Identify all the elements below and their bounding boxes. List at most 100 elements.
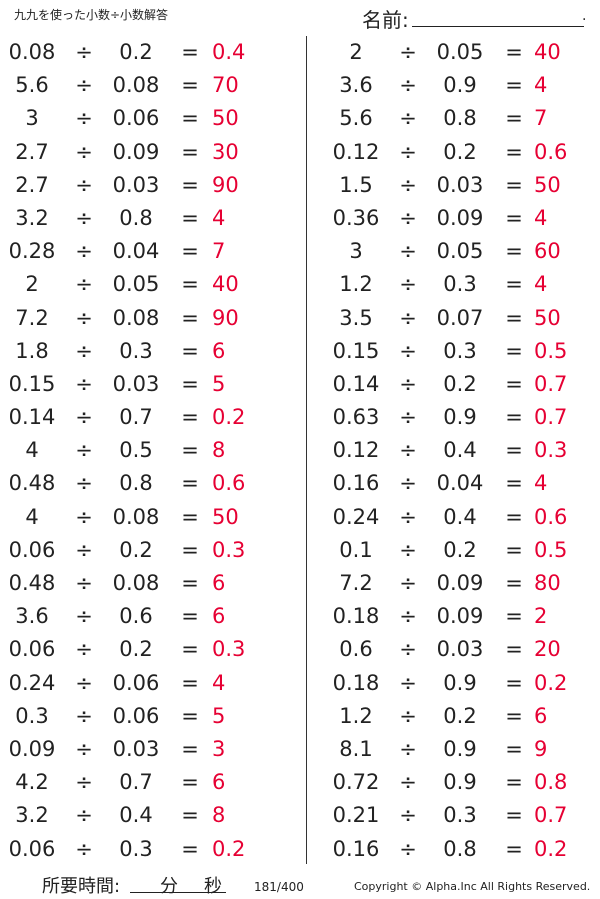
answer: 6 <box>212 770 226 795</box>
divisor: 0.03 <box>112 371 160 396</box>
equals-sign: = <box>181 836 199 861</box>
dividend: 2.7 <box>15 139 49 164</box>
equals-sign: = <box>505 571 523 595</box>
answer: 80 <box>534 571 561 595</box>
equals-sign: = <box>181 239 199 264</box>
divide-sign: ÷ <box>399 371 417 396</box>
answer: 6 <box>212 338 226 363</box>
dividend: 1.5 <box>339 172 373 197</box>
divide-sign: ÷ <box>75 670 93 695</box>
dividend: 0.6 <box>339 637 373 662</box>
divide-sign: ÷ <box>75 73 93 98</box>
divisor: 0.06 <box>112 670 160 695</box>
answer: 2 <box>534 604 548 629</box>
divide-sign: ÷ <box>399 537 417 562</box>
divisor: 0.9 <box>443 405 477 430</box>
equals-sign: = <box>505 504 523 529</box>
dividend: 1.8 <box>15 338 49 363</box>
divide-sign: ÷ <box>75 239 93 264</box>
dividend: 2 <box>25 272 39 297</box>
dividend: 0.48 <box>8 471 56 496</box>
answer: 0.7 <box>534 371 568 396</box>
divide-sign: ÷ <box>75 537 93 562</box>
divisor: 0.2 <box>443 537 477 562</box>
problem-row: 2.7 ÷ 0.09 = 30 <box>0 136 300 169</box>
right-problem-column: 2 ÷ 0.05 = 40 3.6 ÷ 0.9 = 4 5.6 ÷ 0.8 = 7 0.12 ÷ 0.2 = 0.6 1… <box>306 36 600 866</box>
divide-sign: ÷ <box>75 172 93 197</box>
equals-sign: = <box>505 604 523 629</box>
divide-sign: ÷ <box>75 604 93 629</box>
divisor: 0.06 <box>112 106 160 131</box>
divide-sign: ÷ <box>75 338 93 363</box>
problem-row: 0.48 ÷ 0.08 = 6 <box>0 567 300 600</box>
equals-sign: = <box>505 272 523 297</box>
equals-sign: = <box>505 205 523 230</box>
problem-row: 0.12 ÷ 0.4 = 0.3 <box>306 434 600 467</box>
divisor: 0.3 <box>119 338 153 363</box>
dividend: 2 <box>349 40 363 64</box>
dividend: 0.16 <box>332 836 380 861</box>
divisor: 0.2 <box>119 637 153 662</box>
divisor: 0.3 <box>443 338 477 363</box>
divisor: 0.9 <box>443 736 477 761</box>
equals-sign: = <box>181 272 199 297</box>
divide-sign: ÷ <box>399 703 417 728</box>
divide-sign: ÷ <box>75 305 93 330</box>
equals-sign: = <box>181 338 199 363</box>
answer: 7 <box>534 106 548 131</box>
dividend: 3.2 <box>15 205 49 230</box>
answer: 4 <box>212 670 226 695</box>
divisor: 0.2 <box>119 537 153 562</box>
dividend: 0.06 <box>8 836 56 861</box>
divide-sign: ÷ <box>399 836 417 861</box>
problem-row: 2 ÷ 0.05 = 40 <box>0 268 300 301</box>
dividend: 0.15 <box>332 338 380 363</box>
divide-sign: ÷ <box>75 471 93 496</box>
problem-row: 3.5 ÷ 0.07 = 50 <box>306 302 600 335</box>
equals-sign: = <box>505 736 523 761</box>
equals-sign: = <box>505 471 523 496</box>
problem-row: 0.48 ÷ 0.8 = 0.6 <box>0 467 300 500</box>
equals-sign: = <box>181 139 199 164</box>
divide-sign: ÷ <box>75 736 93 761</box>
divisor: 0.8 <box>119 471 153 496</box>
divide-sign: ÷ <box>399 172 417 197</box>
divide-sign: ÷ <box>399 637 417 662</box>
dividend: 0.14 <box>8 405 56 430</box>
divide-sign: ÷ <box>75 836 93 861</box>
divisor: 0.9 <box>443 770 477 795</box>
answer: 0.3 <box>212 537 246 562</box>
dividend: 1.2 <box>339 272 373 297</box>
name-dot: . <box>582 8 587 24</box>
answer: 0.2 <box>534 670 568 695</box>
divisor: 0.9 <box>443 73 477 98</box>
divisor: 0.08 <box>112 73 160 98</box>
dividend: 3 <box>349 239 363 264</box>
divisor: 0.04 <box>436 471 484 496</box>
answer: 30 <box>212 139 239 164</box>
problem-row: 0.15 ÷ 0.3 = 0.5 <box>306 335 600 368</box>
left-problem-column: 0.08 ÷ 0.2 = 0.4 5.6 ÷ 0.08 = 70 3 ÷ 0.06 = 50 2.7 ÷ 0.09… <box>0 36 300 866</box>
divisor: 0.08 <box>112 305 160 330</box>
answer: 0.2 <box>534 836 568 861</box>
equals-sign: = <box>181 604 199 629</box>
divide-sign: ÷ <box>399 139 417 164</box>
dividend: 0.28 <box>8 239 56 264</box>
equals-sign: = <box>181 305 199 330</box>
answer: 50 <box>212 504 239 529</box>
answer: 0.3 <box>534 438 568 463</box>
divide-sign: ÷ <box>75 770 93 795</box>
divide-sign: ÷ <box>75 571 93 595</box>
divide-sign: ÷ <box>75 205 93 230</box>
dividend: 8.1 <box>339 736 373 761</box>
divide-sign: ÷ <box>399 604 417 629</box>
equals-sign: = <box>505 537 523 562</box>
divide-sign: ÷ <box>75 272 93 297</box>
problem-row: 0.14 ÷ 0.2 = 0.7 <box>306 368 600 401</box>
problem-row: 8.1 ÷ 0.9 = 9 <box>306 733 600 766</box>
divisor: 0.09 <box>436 604 484 629</box>
dividend: 5.6 <box>339 106 373 131</box>
divisor: 0.3 <box>119 836 153 861</box>
equals-sign: = <box>505 172 523 197</box>
time-underline <box>130 892 226 893</box>
